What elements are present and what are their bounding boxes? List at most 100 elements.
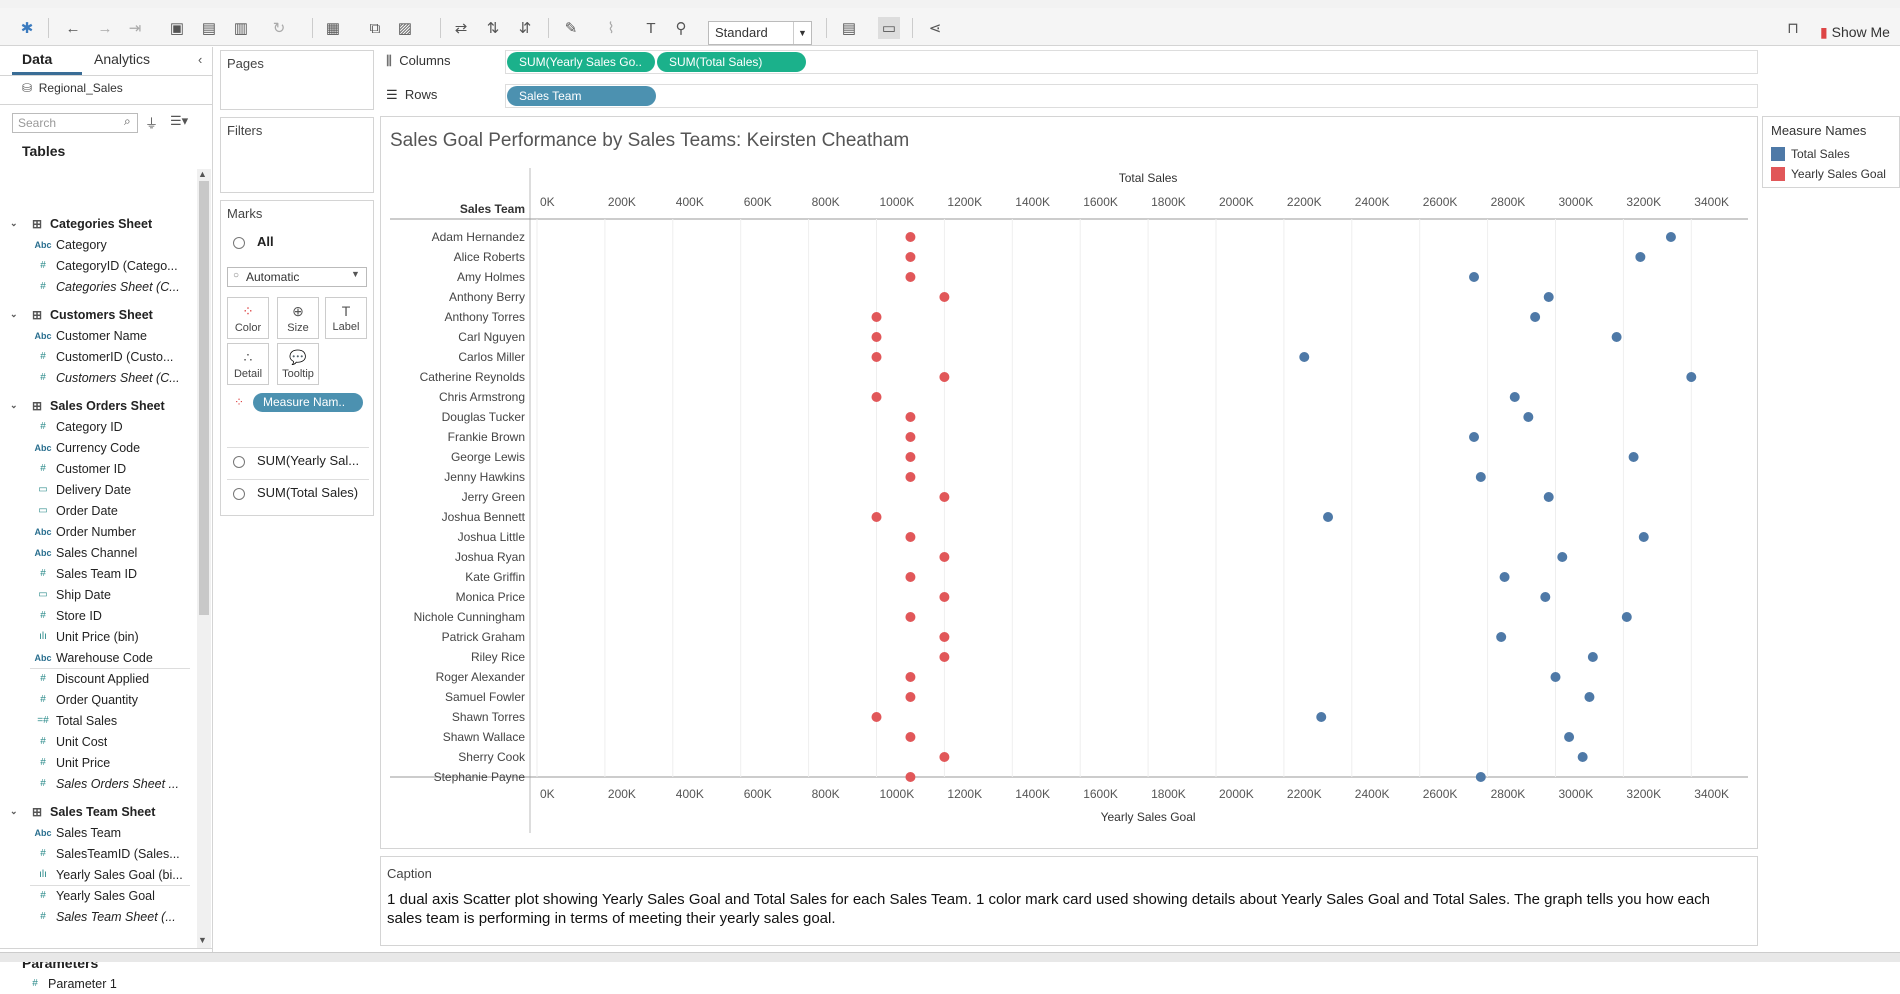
yearly-goal-point[interactable] [905,232,916,242]
marks-all-label[interactable]: All [257,234,274,249]
field-item[interactable]: ılı Unit Price (bin) [0,626,196,647]
field-item[interactable]: ▭ Ship Date [0,584,196,605]
total-sales-point[interactable] [1475,772,1486,782]
redo-icon[interactable]: → [97,19,113,37]
field-item[interactable]: ılı Yearly Sales Goal (bi... [0,864,196,885]
show-me-pin-icon[interactable]: ⊓ [1787,20,1799,37]
yearly-goal-point[interactable] [939,632,950,642]
field-item[interactable]: # Categories Sheet (C... [0,276,196,297]
list-view-icon[interactable]: ☰▾ [170,113,189,128]
yearly-goal-point[interactable] [871,332,882,342]
yearly-goal-point[interactable] [905,732,916,742]
sort-ascending-icon[interactable]: ⇅ [486,20,500,37]
presentation-mode-icon[interactable]: ▭ [878,17,900,39]
field-item[interactable]: # Customer ID [0,458,196,479]
yearly-goal-point[interactable] [871,712,882,722]
field-item[interactable]: # SalesTeamID (Sales... [0,843,196,864]
detail-button[interactable]: ∴ Detail [227,343,269,385]
show-cards-icon[interactable]: ▤ [841,20,857,37]
marks-all-radio[interactable] [233,237,245,249]
refresh-icon[interactable]: ↻ [272,20,286,37]
label-button[interactable]: T Label [325,297,367,339]
marks-sub-card-yearly-goal[interactable]: SUM(Yearly Sal... [227,447,369,473]
table-header[interactable]: ⌄ ⊞ Categories Sheet [10,216,153,231]
marks-sub-card-total-sales[interactable]: SUM(Total Sales) [227,479,369,505]
total-sales-point[interactable] [1611,332,1622,342]
total-sales-point[interactable] [1530,312,1541,322]
pages-card[interactable]: Pages [220,50,374,110]
fit-view-select[interactable]: Standard ▼ [708,21,812,45]
total-sales-point[interactable] [1543,292,1554,302]
tab-analytics[interactable]: Analytics [94,51,151,67]
total-sales-point[interactable] [1469,272,1480,282]
total-sales-point[interactable] [1587,652,1598,662]
table-header[interactable]: ⌄ ⊞ Sales Team Sheet [10,804,156,819]
tableau-logo-icon[interactable]: ✱ [20,20,34,37]
field-item[interactable]: # Sales Orders Sheet ... [0,773,196,794]
yearly-goal-point[interactable] [939,652,950,662]
yearly-goal-point[interactable] [905,252,916,262]
legend-item-yearly-sales-goal[interactable]: Yearly Sales Goal [1771,167,1886,181]
total-sales-point[interactable] [1550,672,1561,682]
field-item[interactable]: # Customers Sheet (C... [0,367,196,388]
total-sales-point[interactable] [1543,492,1554,502]
rows-shelf[interactable]: Sales Team [505,84,1758,108]
total-sales-point[interactable] [1686,372,1697,382]
share-icon[interactable]: ⋖ [928,20,942,37]
yearly-goal-point[interactable] [939,552,950,562]
clear-sheet-icon[interactable]: ▨ [397,20,413,37]
yearly-goal-point[interactable] [905,432,916,442]
total-sales-point[interactable] [1323,512,1334,522]
pill-total-sales[interactable]: SUM(Total Sales) [657,52,806,72]
field-item[interactable]: =# Total Sales [0,710,196,731]
save-icon[interactable]: ▣ [169,20,185,37]
tooltip-button[interactable]: 💬 Tooltip [277,343,319,385]
total-sales-point[interactable] [1557,552,1568,562]
total-sales-point[interactable] [1499,572,1510,582]
total-sales-point[interactable] [1635,252,1646,262]
total-sales-point[interactable] [1564,732,1575,742]
total-sales-point[interactable] [1628,452,1639,462]
parameter-item[interactable]: # Parameter 1 [0,973,196,994]
total-sales-point[interactable] [1316,712,1327,722]
chevron-down-icon[interactable]: ⌄ [10,806,18,816]
table-header[interactable]: ⌄ ⊞ Customers Sheet [10,307,153,322]
field-item[interactable]: # Unit Price [0,752,196,773]
field-item[interactable]: # CategoryID (Catego... [0,255,196,276]
total-sales-point[interactable] [1469,432,1480,442]
chevron-down-icon[interactable]: ⌄ [10,309,18,319]
total-sales-point[interactable] [1638,532,1649,542]
yearly-goal-point[interactable] [905,672,916,682]
show-mark-labels-icon[interactable]: T [646,19,656,37]
yearly-goal-point[interactable] [939,492,950,502]
field-item[interactable]: # Order Quantity [0,689,196,710]
total-sales-point[interactable] [1523,412,1534,422]
field-item[interactable]: Abc Customer Name [0,325,196,346]
total-sales-point[interactable] [1665,232,1676,242]
field-item[interactable]: # Yearly Sales Goal [0,885,196,906]
field-item[interactable]: Abc Order Number [0,521,196,542]
total-sales-point[interactable] [1577,752,1588,762]
scroll-up-icon[interactable]: ▲ [198,169,207,179]
replay-icon[interactable]: ⇥ [128,20,142,37]
pill-sales-team[interactable]: Sales Team [507,86,656,106]
table-header[interactable]: ⌄ ⊞ Sales Orders Sheet [10,398,165,413]
filters-card[interactable]: Filters [220,117,374,193]
field-item[interactable]: Abc Currency Code [0,437,196,458]
undo-icon[interactable]: ← [65,19,81,37]
field-item[interactable]: # Category ID [0,416,196,437]
field-item[interactable]: Abc Category [0,234,196,255]
pill-yearly-sales-goal[interactable]: SUM(Yearly Sales Go.. [507,52,655,72]
duplicate-sheet-icon[interactable]: ⧉ [369,19,381,37]
legend-item-total-sales[interactable]: Total Sales [1771,147,1850,161]
mark-type-select[interactable]: Automatic [227,267,367,287]
field-item[interactable]: Abc Sales Team [0,822,196,843]
yearly-goal-point[interactable] [871,392,882,402]
total-sales-point[interactable] [1496,632,1507,642]
search-input[interactable]: Search [12,113,138,133]
field-item[interactable]: # Store ID [0,605,196,626]
total-sales-point[interactable] [1584,692,1595,702]
yearly-goal-point[interactable] [905,452,916,462]
collapse-pane-icon[interactable]: ‹ [198,52,203,67]
color-button[interactable]: ⁘ Color [227,297,269,339]
